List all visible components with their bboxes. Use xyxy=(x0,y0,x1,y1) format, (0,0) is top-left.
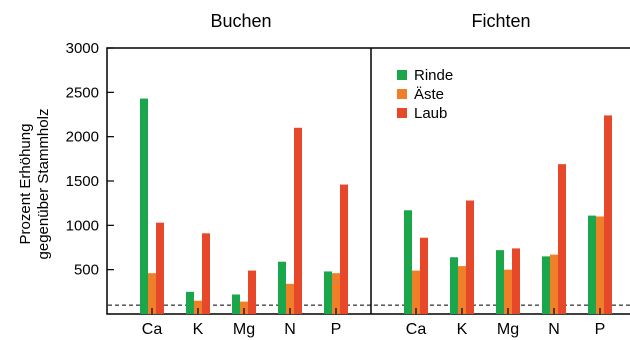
category-label-k: K xyxy=(193,321,204,338)
bar-fichten-ca-1 xyxy=(404,210,412,314)
bar-buchen-mg-1 xyxy=(232,294,240,314)
bars xyxy=(140,98,612,315)
bar-buchen-p-2 xyxy=(332,273,340,314)
bar-fichten-n-3 xyxy=(558,164,566,314)
y-tick-label: 1000 xyxy=(66,217,99,234)
bar-fichten-n-2 xyxy=(550,254,558,314)
category-label-n: N xyxy=(284,321,296,338)
legend: Rinde Äste Laub xyxy=(397,67,453,122)
bar-fichten-mg-3 xyxy=(512,248,520,314)
y-tick-label: 3000 xyxy=(66,40,99,57)
bar-fichten-mg-2 xyxy=(504,269,512,314)
category-label-mg: Mg xyxy=(497,321,519,338)
bar-buchen-ca-1 xyxy=(140,98,148,314)
bar-fichten-p-2 xyxy=(596,216,604,314)
bar-buchen-p-3 xyxy=(340,184,348,314)
bar-buchen-ca-3 xyxy=(156,222,164,314)
bar-fichten-k-2 xyxy=(458,266,466,314)
category-labels: Ca K Mg N P Ca K Mg N P xyxy=(142,308,606,338)
bar-buchen-mg-3 xyxy=(248,270,256,314)
category-label-mg: Mg xyxy=(233,321,255,338)
bar-buchen-k-2 xyxy=(194,300,202,314)
bar-buchen-n-2 xyxy=(286,283,294,314)
panel-title-left: Buchen xyxy=(210,11,271,31)
y-ticks: 500 1000 1500 2000 2500 3000 xyxy=(66,40,114,279)
legend-label-3: Laub xyxy=(414,105,447,122)
category-label-k: K xyxy=(457,321,468,338)
bar-buchen-k-1 xyxy=(186,291,194,314)
y-tick-label: 1500 xyxy=(66,173,99,190)
bar-fichten-k-1 xyxy=(450,257,458,314)
category-label-ca: Ca xyxy=(142,321,163,338)
legend-label-1: Rinde xyxy=(414,67,453,84)
category-label-p: P xyxy=(595,321,606,338)
bar-fichten-p-3 xyxy=(604,115,612,315)
bar-buchen-p-1 xyxy=(324,271,332,314)
category-label-p: P xyxy=(331,321,342,338)
legend-swatch-1 xyxy=(397,70,407,80)
legend-label-2: Äste xyxy=(414,86,444,103)
bar-fichten-ca-2 xyxy=(412,270,420,314)
bar-fichten-k-3 xyxy=(466,200,474,314)
y-tick-label: 2000 xyxy=(66,129,99,146)
legend-swatch-2 xyxy=(397,89,407,99)
bar-fichten-mg-1 xyxy=(496,250,504,314)
bar-fichten-ca-3 xyxy=(420,237,428,314)
y-tick-label: 500 xyxy=(74,262,99,279)
bar-buchen-mg-2 xyxy=(240,301,248,314)
bar-buchen-n-1 xyxy=(278,261,286,314)
y-axis-title-line-2: gegenüber Stammholz xyxy=(35,109,52,260)
bar-fichten-p-1 xyxy=(588,215,596,314)
bar-fichten-n-1 xyxy=(542,256,550,314)
y-axis-title-line-1: Prozent Erhöhung xyxy=(17,124,34,245)
bar-buchen-ca-2 xyxy=(148,273,156,314)
bar-buchen-n-3 xyxy=(294,127,302,314)
bar-buchen-k-3 xyxy=(202,233,210,314)
category-label-n: N xyxy=(548,321,560,338)
y-tick-label: 2500 xyxy=(66,84,99,101)
legend-swatch-3 xyxy=(397,108,407,118)
category-label-ca: Ca xyxy=(406,321,427,338)
y-axis-title: Prozent Erhöhung gegenüber Stammholz xyxy=(17,109,52,260)
panel-title-right: Fichten xyxy=(471,11,530,31)
